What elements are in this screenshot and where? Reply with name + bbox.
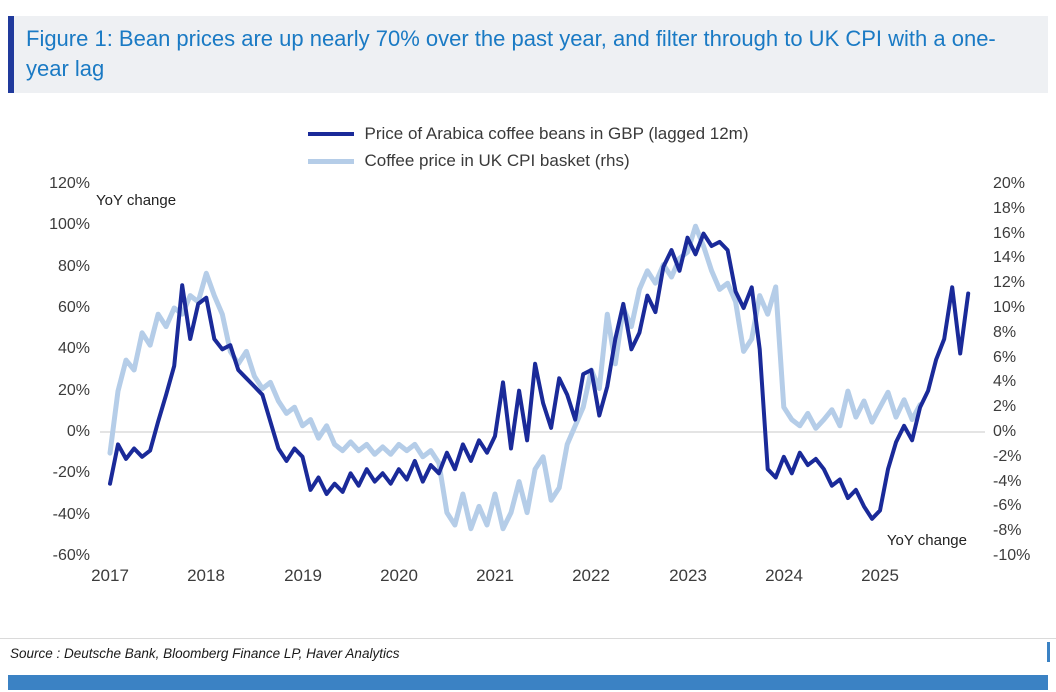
source-line: Source : Deutsche Bank, Bloomberg Financ…: [10, 646, 400, 661]
y-axis-tick-right: -6%: [993, 497, 1022, 514]
y-axis-tick-left: 100%: [49, 216, 90, 233]
y-axis-tick-left: -40%: [52, 506, 90, 523]
legend-item-cpi: Coffee price in UK CPI basket (rhs): [307, 151, 630, 171]
series-line-arabica: [108, 231, 971, 521]
y-axis-tick-left: -60%: [52, 547, 90, 564]
x-axis-tick: 2024: [765, 566, 803, 585]
y-axis-tick-right: 14%: [993, 249, 1026, 266]
y-axis-tick-right: -8%: [993, 522, 1022, 539]
y-axis-tick-right: 10%: [993, 299, 1026, 316]
y-axis-tick-left: 20%: [57, 382, 90, 399]
y-axis-tick-left: 40%: [57, 340, 90, 357]
y-axis-tick-right: 20%: [993, 175, 1026, 192]
y-axis-tick-left: -20%: [52, 464, 90, 481]
footer-divider: [0, 638, 1056, 639]
y-axis-tick-left: 60%: [57, 299, 90, 316]
figure-title-box: Figure 1: Bean prices are up nearly 70% …: [8, 16, 1048, 94]
left-axis-note: YoY change: [96, 192, 177, 209]
legend-line-navy: [307, 132, 354, 136]
legend: Price of Arabica coffee beans in GBP (la…: [0, 124, 1056, 171]
legend-line-lightblue: [307, 158, 354, 164]
legend-items: Price of Arabica coffee beans in GBP (la…: [307, 124, 749, 171]
right-axis-note: YoY change: [886, 532, 967, 549]
legend-label-cpi: Coffee price in UK CPI basket (rhs): [364, 151, 630, 170]
x-axis-tick: 2018: [187, 566, 225, 585]
x-axis-tick: 2017: [91, 566, 129, 585]
bottom-bar: [8, 675, 1048, 690]
y-axis-tick-right: -10%: [993, 547, 1031, 564]
x-axis-tick: 2025: [861, 566, 899, 585]
figure-title: Figure 1: Bean prices are up nearly 70% …: [26, 26, 996, 81]
y-axis-tick-right: 16%: [993, 225, 1026, 242]
y-axis-tick-right: 18%: [993, 200, 1026, 217]
x-axis-tick: 2023: [669, 566, 707, 585]
y-axis-tick-left: 120%: [49, 175, 90, 192]
y-axis-tick-right: 0%: [993, 423, 1017, 440]
series-line-cpi: [107, 223, 923, 532]
y-axis-tick-right: 4%: [993, 373, 1017, 390]
y-axis-tick-left: 0%: [66, 423, 90, 440]
legend-item-arabica: Price of Arabica coffee beans in GBP (la…: [307, 124, 749, 144]
x-axis-tick: 2022: [572, 566, 610, 585]
edge-mark: [1047, 642, 1050, 662]
y-axis-tick-right: -4%: [993, 473, 1022, 490]
x-axis-tick: 2019: [284, 566, 322, 585]
y-axis-tick-right: 12%: [993, 274, 1026, 291]
y-axis-tick-left: 80%: [57, 258, 90, 275]
y-axis-tick-right: 2%: [993, 398, 1017, 415]
y-axis-tick-right: -2%: [993, 448, 1022, 465]
x-axis-tick: 2021: [476, 566, 514, 585]
y-axis-tick-right: 6%: [993, 349, 1017, 366]
x-axis-tick: 2020: [380, 566, 418, 585]
legend-label-arabica: Price of Arabica coffee beans in GBP (la…: [364, 124, 749, 143]
y-axis-tick-right: 8%: [993, 324, 1017, 341]
